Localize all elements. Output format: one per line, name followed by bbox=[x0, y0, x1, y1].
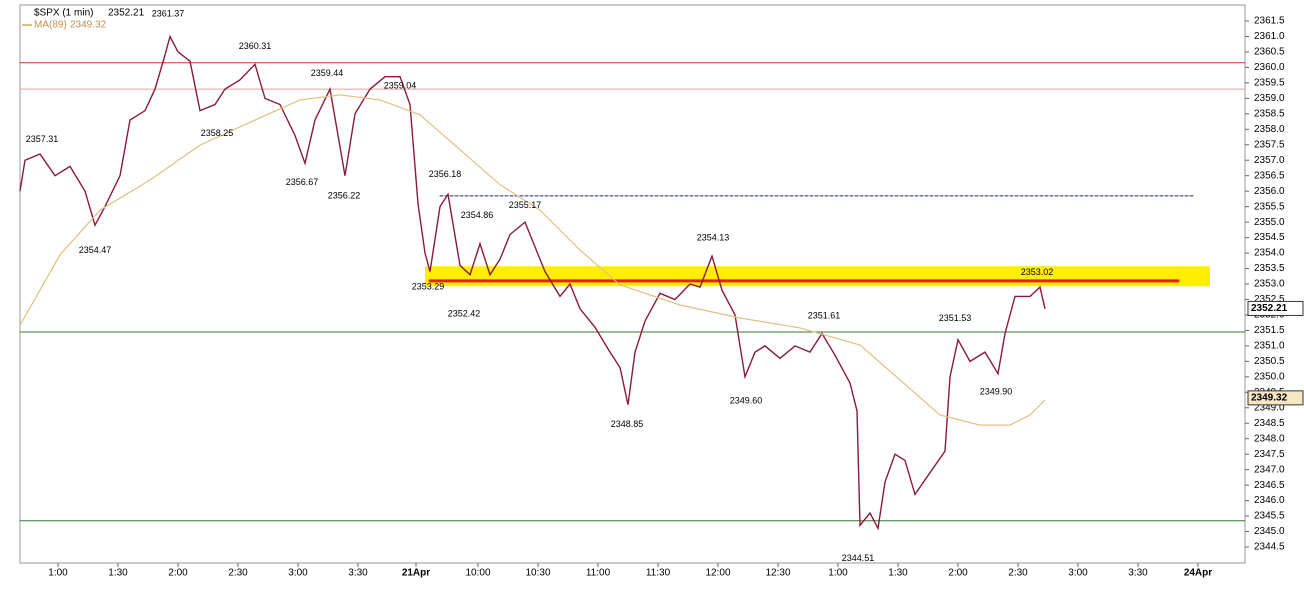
ma-legend-value: 2349.32 bbox=[70, 20, 107, 31]
y-tick-label: 2358.5 bbox=[1254, 108, 1285, 119]
price-annotation: 2351.53 bbox=[939, 313, 972, 323]
price-annotation: 2356.67 bbox=[286, 177, 319, 187]
y-tick-label: 2353.0 bbox=[1254, 279, 1285, 290]
x-tick-label: 2:30 bbox=[228, 568, 248, 579]
x-tick-label: 10:00 bbox=[465, 568, 490, 579]
y-tick-label: 2356.0 bbox=[1254, 186, 1285, 197]
y-tick-label: 2357.0 bbox=[1254, 155, 1285, 166]
x-tick-label: 2:30 bbox=[1008, 568, 1028, 579]
y-tick-label: 2360.0 bbox=[1254, 62, 1285, 73]
y-tick-label: 2354.0 bbox=[1254, 248, 1285, 259]
price-annotation: 2352.42 bbox=[448, 308, 481, 318]
y-tick-label: 2348.0 bbox=[1254, 433, 1285, 444]
ma-last-tag-box bbox=[1247, 390, 1304, 406]
x-tick-label: 21Apr bbox=[402, 568, 430, 579]
x-tick-label: 3:00 bbox=[288, 568, 308, 579]
x-tick-label: 3:00 bbox=[1068, 568, 1088, 579]
y-tick-label: 2356.5 bbox=[1254, 170, 1285, 181]
price-annotation: 2354.13 bbox=[697, 232, 730, 242]
y-tick-label: 2358.0 bbox=[1254, 124, 1285, 135]
price-annotation: 2349.90 bbox=[980, 386, 1013, 396]
y-tick-label: 2361.5 bbox=[1254, 16, 1285, 27]
y-tick-label: 2351.0 bbox=[1254, 341, 1285, 352]
price-annotation: 2359.04 bbox=[384, 80, 417, 90]
price-annotation: 2358.25 bbox=[201, 128, 234, 138]
y-tick-label: 2353.5 bbox=[1254, 263, 1285, 274]
price-annotation: 2360.31 bbox=[239, 41, 272, 51]
chart-title: $SPX (1 min) bbox=[34, 8, 93, 19]
x-tick-label: 11:30 bbox=[646, 568, 671, 579]
y-tick-label: 2354.5 bbox=[1254, 232, 1285, 243]
x-tick-label: 1:30 bbox=[888, 568, 908, 579]
x-tick-label: 12:00 bbox=[705, 568, 730, 579]
y-tick-label: 2360.5 bbox=[1254, 47, 1285, 58]
axes: 2361.5 2361.0 2360.5 2360.0 2359.5 2359.0 2358… bbox=[48, 16, 1304, 579]
price-line bbox=[19, 34, 1046, 531]
ma-legend-label: MA(89) bbox=[34, 20, 67, 31]
x-tick-label: 3:30 bbox=[348, 568, 368, 579]
y-tick-label: 2345.5 bbox=[1254, 511, 1285, 522]
last-price-tag: 2352.21 bbox=[1251, 303, 1288, 314]
y-tick-label: 2359.5 bbox=[1254, 78, 1285, 89]
price-annotation: 2348.85 bbox=[611, 419, 644, 429]
x-tick-label: 3:30 bbox=[1128, 568, 1148, 579]
price-annotation: 2354.47 bbox=[79, 245, 112, 255]
x-tick-label: 2:00 bbox=[168, 568, 188, 579]
x-tick-label: 10:30 bbox=[525, 568, 550, 579]
y-tick-label: 2357.5 bbox=[1254, 139, 1285, 150]
y-tick-label: 2347.5 bbox=[1254, 449, 1285, 460]
levels bbox=[19, 62, 1246, 522]
price-annotation: 2356.18 bbox=[429, 169, 462, 179]
price-annotation: 2359.44 bbox=[311, 68, 344, 78]
x-tick-label: 1:30 bbox=[108, 568, 128, 579]
price-line bbox=[19, 94, 1046, 426]
price-annotation: 2357.31 bbox=[26, 134, 59, 144]
last-price: 2352.21 bbox=[108, 8, 145, 19]
x-tick-label: 2:00 bbox=[948, 568, 968, 579]
y-tick-label: 2350.5 bbox=[1254, 356, 1285, 367]
price-annotation: 2361.37 bbox=[152, 8, 185, 18]
last-price-tag-box bbox=[1247, 300, 1304, 316]
y-tick-label: 2352.5 bbox=[1254, 294, 1285, 305]
price-annotation: 2354.86 bbox=[461, 210, 494, 220]
y-tick-label: 2359.0 bbox=[1254, 93, 1285, 104]
y-tick-label: 2344.5 bbox=[1254, 542, 1285, 553]
y-tick-label: 2355.0 bbox=[1254, 217, 1285, 228]
y-tick-label: 2361.0 bbox=[1254, 31, 1285, 42]
y-tick-label: 2348.5 bbox=[1254, 418, 1285, 429]
x-tick-label: 12:30 bbox=[765, 568, 790, 579]
y-tick-label: 2350.0 bbox=[1254, 371, 1285, 382]
price-annotation: 2344.51 bbox=[842, 553, 875, 563]
price-annotation: 2356.22 bbox=[328, 191, 361, 201]
x-tick-label: 1:00 bbox=[828, 568, 848, 579]
y-tick-label: 2355.5 bbox=[1254, 201, 1285, 212]
series bbox=[19, 34, 1046, 531]
y-tick-label: 2349.0 bbox=[1254, 402, 1285, 413]
x-tick-label: 24Apr bbox=[1184, 568, 1212, 579]
price-annotation: 2349.60 bbox=[730, 396, 763, 406]
x-tick-label: 1:00 bbox=[48, 568, 68, 579]
price-annotation: 2353.29 bbox=[412, 281, 445, 291]
price-annotation: 2351.61 bbox=[808, 310, 841, 320]
y-tick-label: 2345.0 bbox=[1254, 526, 1285, 537]
y-tick-label: 2351.5 bbox=[1254, 325, 1285, 336]
price-annotation: 2355.17 bbox=[509, 200, 542, 210]
ma-last-tag: 2349.32 bbox=[1251, 393, 1288, 404]
price-annotation: 2353.02 bbox=[1021, 267, 1054, 277]
y-tick-label: 2347.0 bbox=[1254, 464, 1285, 475]
y-tick-label: 2346.0 bbox=[1254, 495, 1285, 506]
annotations: 2361.37 2360.31 2359.44 2359.04 2357.31 2358.… bbox=[26, 8, 1054, 563]
x-tick-label: 11:00 bbox=[586, 568, 611, 579]
y-tick-label: 2346.5 bbox=[1254, 480, 1285, 491]
